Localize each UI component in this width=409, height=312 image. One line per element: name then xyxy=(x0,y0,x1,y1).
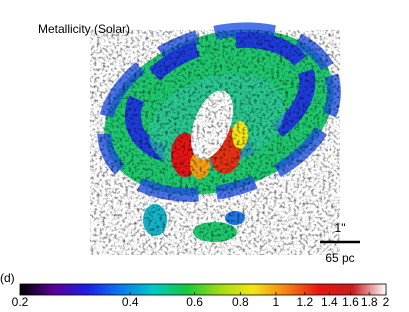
scale-angle: 1" xyxy=(335,221,346,235)
colorbar xyxy=(19,283,387,296)
colorbar-tick-label: 0.8 xyxy=(232,295,249,309)
colorbar-tick-label: 1 xyxy=(272,295,279,309)
metallicity-map xyxy=(90,22,341,255)
colorbar-tick-label: 1.2 xyxy=(296,295,313,309)
panel-label: (d) xyxy=(0,271,15,285)
colorbar-tick-label: 0.6 xyxy=(186,295,203,309)
colorbar-tick-label: 0.2 xyxy=(12,295,29,309)
scale-distance: 65 pc xyxy=(325,251,354,265)
colorbar-tick-label: 1.4 xyxy=(321,295,338,309)
colorbar-tick-label: 1.6 xyxy=(342,295,359,309)
colorbar-tick-label: 1.8 xyxy=(361,295,378,309)
colorbar-tick-label: 0.4 xyxy=(122,295,139,309)
colorbar-tick-label: 2 xyxy=(383,295,390,309)
scale-bar: 1" 65 pc xyxy=(320,221,360,265)
